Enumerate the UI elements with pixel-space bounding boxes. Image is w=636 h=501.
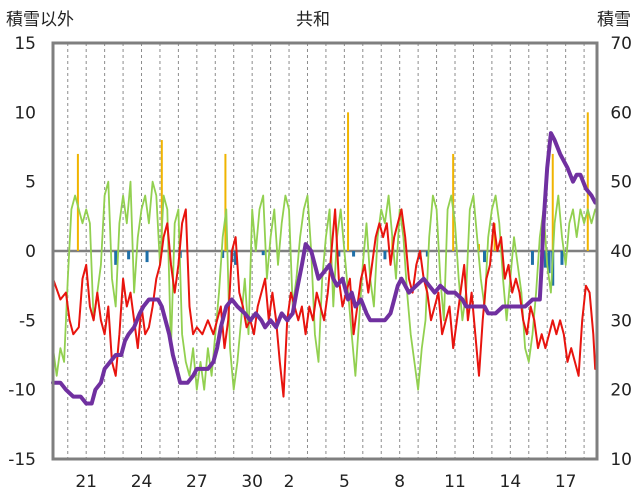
left-tick-label: 10 (14, 103, 36, 123)
precip-spike (551, 153, 554, 251)
x-tick-label: 17 (555, 472, 577, 492)
precip-spike (586, 112, 589, 251)
x-tick-label: 11 (444, 472, 466, 492)
right-tick-label: 60 (610, 103, 632, 123)
series-lines (51, 131, 598, 406)
left-tick-label: 5 (25, 173, 36, 193)
x-tick-label: 24 (131, 472, 153, 492)
x-tick-label: 21 (75, 472, 97, 492)
negative-bar (530, 251, 534, 265)
precip-spike (452, 153, 455, 251)
right-axis-label: 積雪 (597, 10, 631, 30)
negative-bar (547, 251, 551, 274)
left-tick-label: 15 (14, 34, 36, 54)
negative-bar (234, 251, 238, 265)
negative-bar (352, 251, 356, 257)
x-tick-label: 30 (241, 472, 263, 492)
right-tick-label: 20 (610, 381, 632, 401)
x-tick-label: 8 (394, 472, 405, 492)
plot-frame (51, 41, 599, 461)
negative-bar (337, 251, 341, 257)
negative-bar (114, 251, 118, 265)
left-tick-label: -5 (19, 311, 36, 331)
precip-spike (76, 153, 79, 251)
right-tick-label: 10 (610, 450, 632, 470)
left-tick-label: -10 (8, 381, 36, 401)
left-tick-label: 0 (25, 242, 36, 262)
precip-spike (347, 112, 350, 251)
temperature-line (52, 208, 597, 398)
negative-bar (543, 251, 547, 268)
x-tick-label: 5 (339, 472, 350, 492)
negative-bar (560, 251, 564, 265)
tick-labels: -15 -10 -5 0 5 10 15 10 20 30 40 50 60 70 21 24 27 30 2 5 8 1… (8, 34, 632, 492)
right-tick-label: 70 (610, 34, 632, 54)
negative-bar (383, 251, 387, 260)
precip-spike (224, 153, 227, 251)
plot-border (51, 41, 599, 461)
negative-bar (483, 251, 487, 263)
other-line (52, 180, 597, 391)
x-tick-label: 14 (500, 472, 522, 492)
precip-spike (160, 140, 163, 251)
negative-bar (261, 251, 265, 256)
left-tick-label: -15 (8, 450, 36, 470)
precip-spike (477, 244, 480, 251)
right-tick-label: 40 (610, 242, 632, 262)
snow-depth-line (51, 131, 598, 406)
x-tick-label: 27 (186, 472, 208, 492)
negative-bar (145, 251, 149, 263)
x-tick-label: 2 (284, 472, 295, 492)
negative-bar (425, 251, 429, 257)
negative-bar (221, 251, 225, 258)
right-tick-label: 50 (610, 173, 632, 193)
right-tick-label: 30 (610, 311, 632, 331)
chart-title: 共和 (296, 10, 330, 30)
left-axis-label: 積雪以外 (6, 10, 74, 30)
negative-bar (127, 251, 131, 260)
